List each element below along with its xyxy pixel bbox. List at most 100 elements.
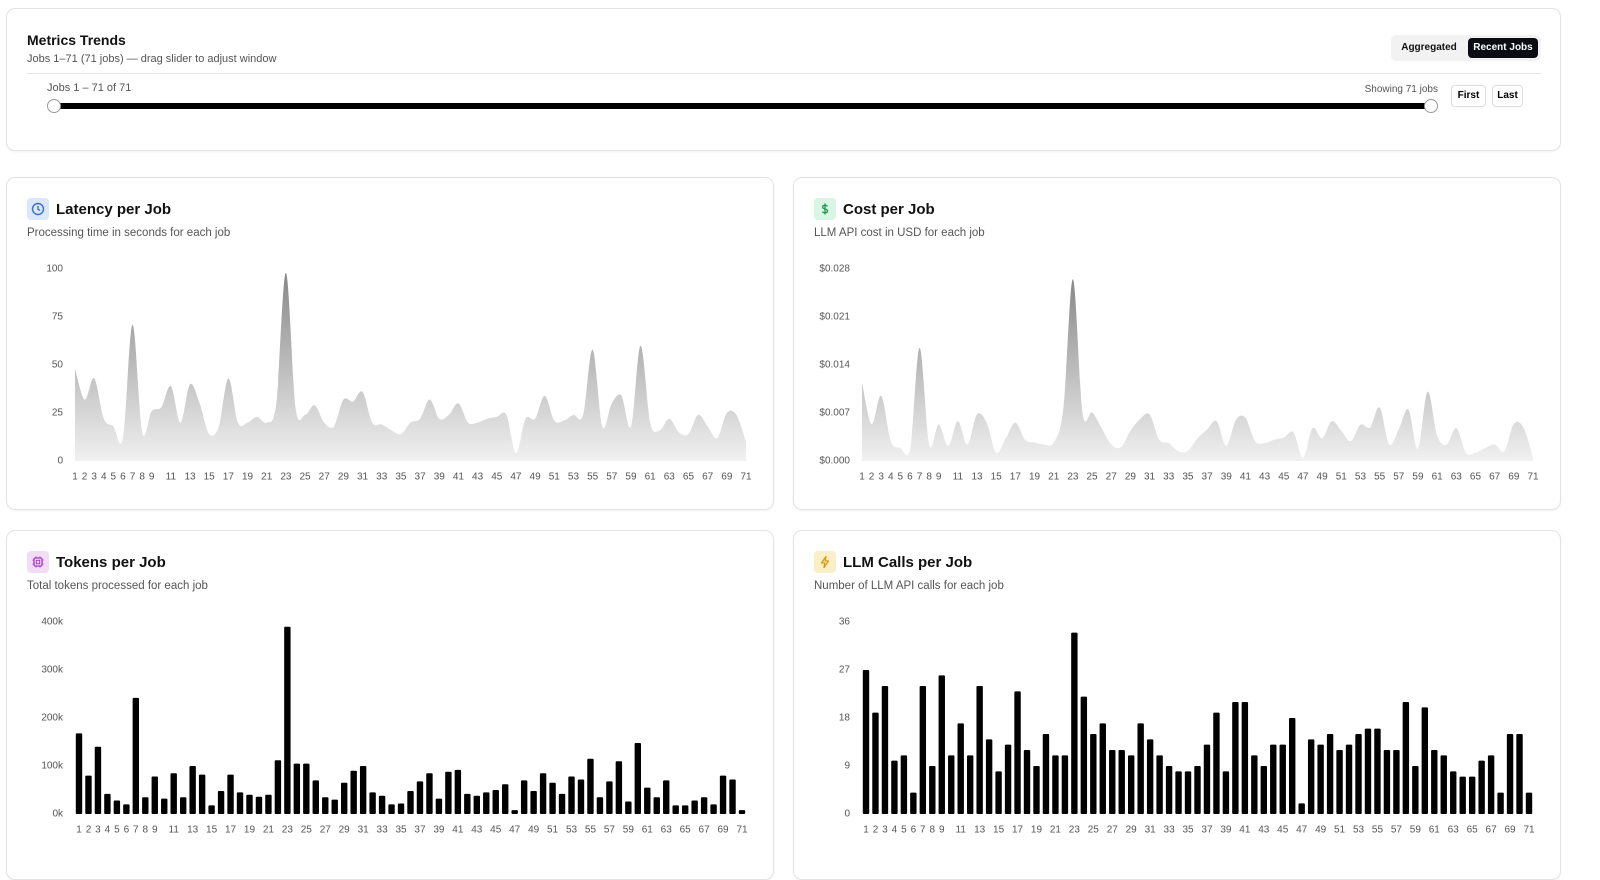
x-tick-label: 5	[114, 825, 120, 836]
bar	[369, 792, 376, 814]
bar	[246, 794, 253, 814]
x-tick-label: 7	[917, 472, 923, 483]
bar	[1156, 755, 1163, 814]
x-tick-label: 25	[301, 825, 313, 836]
x-tick-label: 27	[320, 825, 332, 836]
bar	[378, 795, 386, 814]
bar	[435, 798, 443, 814]
x-tick-label: 41	[1240, 472, 1252, 483]
bar	[1052, 755, 1059, 814]
x-tick-label: 43	[1258, 825, 1270, 836]
bar	[445, 771, 452, 814]
bar	[94, 746, 102, 814]
x-tick-label: 65	[680, 825, 692, 836]
bar	[729, 779, 736, 814]
x-tick-label: 19	[242, 472, 254, 483]
x-tick-label: 9	[936, 472, 942, 483]
chart-subtitle: LLM API cost in USD for each job	[814, 227, 985, 239]
x-tick-label: 23	[1069, 825, 1081, 836]
x-tick-label: 69	[717, 825, 729, 836]
y-tick-label: 400k	[41, 617, 64, 628]
bar	[1459, 776, 1466, 814]
x-tick-label: 15	[206, 825, 218, 836]
bar	[549, 782, 556, 814]
first-button[interactable]: First	[1451, 85, 1486, 107]
bar	[1336, 750, 1343, 814]
bar	[1061, 755, 1069, 814]
x-tick-label: 67	[699, 825, 711, 836]
x-tick-label: 51	[549, 472, 561, 483]
last-button[interactable]: Last	[1492, 85, 1523, 107]
y-tick-label: 0	[844, 809, 850, 820]
x-tick-label: 2	[869, 472, 875, 483]
x-tick-label: 17	[223, 472, 235, 483]
bar	[1412, 766, 1419, 814]
x-tick-label: 8	[139, 472, 145, 483]
slider-track[interactable]	[54, 103, 1431, 109]
x-tick-label: 1	[863, 825, 869, 836]
x-tick-label: 41	[453, 472, 465, 483]
bar	[359, 766, 367, 814]
x-tick-label: 21	[263, 825, 275, 836]
bar	[929, 766, 936, 814]
bar	[625, 801, 632, 814]
x-tick-label: 37	[1202, 472, 1214, 483]
x-tick-label: 15	[204, 472, 216, 483]
bar	[1270, 744, 1277, 814]
bar	[227, 774, 234, 814]
x-tick-label: 59	[623, 825, 635, 836]
bar	[568, 776, 575, 814]
slider-thumb[interactable]	[1424, 99, 1438, 113]
bar	[606, 781, 613, 814]
bar	[881, 686, 889, 814]
bar	[539, 773, 547, 814]
chart-card: Tokens per Job Total tokens processed fo…	[6, 530, 774, 880]
bar	[1137, 723, 1144, 814]
bar	[919, 686, 927, 814]
x-tick-label: 31	[357, 472, 369, 483]
bar	[1393, 750, 1400, 814]
bar	[1421, 707, 1429, 814]
toggle-button[interactable]: Aggregated	[1401, 42, 1457, 53]
x-tick-label: 5	[901, 825, 907, 836]
x-tick-label: 47	[509, 825, 521, 836]
bar	[312, 780, 319, 814]
x-tick-label: 25	[299, 472, 311, 483]
x-tick-label: 6	[907, 472, 913, 483]
y-tick-label: $0.028	[819, 264, 850, 275]
bar	[872, 712, 879, 814]
x-tick-label: 19	[244, 825, 256, 836]
bar	[1042, 734, 1050, 814]
x-tick-label: 1	[859, 472, 865, 483]
x-tick-label: 15	[993, 825, 1005, 836]
y-tick-label: 9	[844, 761, 850, 772]
x-tick-label: 9	[939, 825, 945, 836]
bar	[985, 739, 993, 814]
bar	[862, 670, 870, 814]
bar	[1317, 744, 1324, 814]
x-tick-label: 7	[133, 825, 139, 836]
y-tick-label: $0.021	[819, 312, 850, 323]
x-tick-label: 39	[1220, 825, 1232, 836]
bar	[900, 755, 908, 814]
y-tick-label: $0.007	[819, 408, 850, 419]
x-tick-label: 61	[1429, 825, 1441, 836]
chart-icon	[814, 198, 836, 220]
x-tick-label: 61	[1432, 472, 1444, 483]
x-tick-label: 59	[1410, 825, 1422, 836]
bar	[1326, 734, 1334, 814]
bar	[341, 782, 348, 814]
slider-thumb[interactable]	[47, 99, 61, 113]
bar	[663, 780, 670, 814]
bar	[966, 755, 974, 814]
x-tick-label: 63	[661, 825, 673, 836]
x-tick-label: 35	[1182, 472, 1194, 483]
bar	[1260, 766, 1267, 814]
x-tick-label: 39	[433, 825, 445, 836]
bar	[104, 793, 111, 814]
x-tick-label: 19	[1029, 472, 1041, 483]
x-tick-label: 27	[319, 472, 331, 483]
toggle-button[interactable]: Recent Jobs	[1468, 38, 1538, 58]
x-tick-label: 65	[1467, 825, 1479, 836]
x-tick-label: 43	[472, 472, 484, 483]
